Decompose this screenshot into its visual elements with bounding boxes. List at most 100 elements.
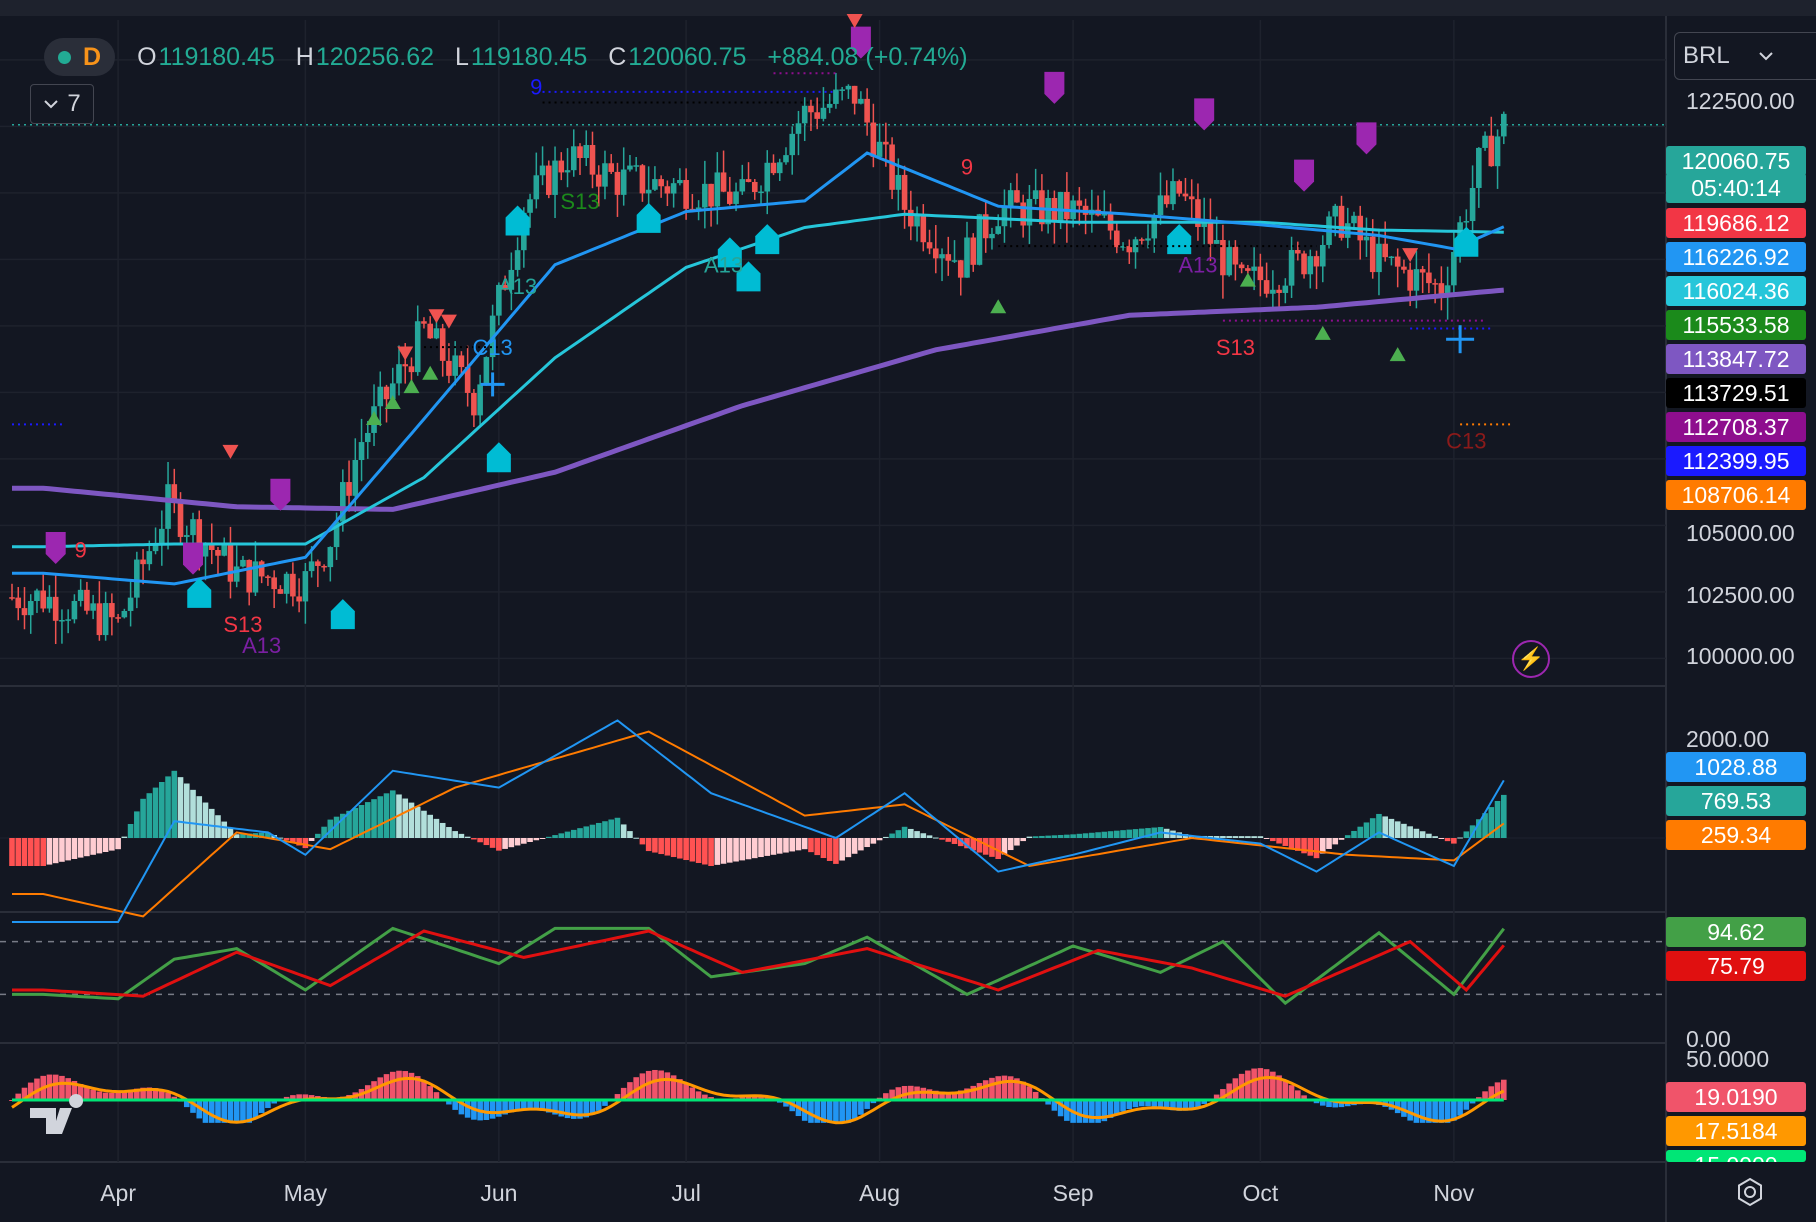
candle-body	[745, 179, 752, 182]
macd-hist-bar	[190, 789, 196, 838]
currency-select[interactable]: BRL	[1674, 32, 1816, 80]
candle-body	[1438, 283, 1445, 298]
candle-body	[227, 543, 234, 582]
macd-hist-bar	[839, 838, 845, 861]
macd-hist-bar	[883, 836, 889, 838]
price-value-tag: 05:40:14	[1666, 173, 1806, 203]
candle-body	[177, 499, 184, 537]
candle-body	[602, 163, 608, 187]
candle-body	[71, 600, 78, 620]
candle-body	[1276, 289, 1282, 293]
osc-hist-bar	[670, 1075, 677, 1100]
buy-triangle	[384, 395, 401, 410]
osc-hist-bar	[1482, 1091, 1488, 1100]
macd-hist-bar	[496, 838, 502, 851]
macd-hist-bar	[471, 838, 477, 840]
osc-hist-bar	[1488, 1086, 1495, 1100]
candle-body	[558, 160, 565, 173]
osc-hist-bar	[1188, 1100, 1195, 1110]
macd-hist-bar	[1251, 836, 1257, 838]
osc-hist-bar	[208, 1100, 215, 1123]
osc-hist-bar	[90, 1089, 96, 1100]
candle-body	[421, 321, 427, 324]
macd-hist-bar	[833, 838, 839, 864]
osc-hist-bar	[134, 1088, 140, 1100]
macd-hist-bar	[851, 838, 858, 854]
macd-hist-bar	[758, 838, 764, 858]
macd-hist-bar	[283, 838, 290, 841]
osc-hist-bar	[658, 1070, 664, 1100]
lightning-icon[interactable]: ⚡	[1512, 640, 1550, 678]
candle-body	[321, 565, 327, 568]
osc-hist-bar	[1195, 1100, 1201, 1108]
osc-signal-line	[11, 1075, 1505, 1125]
macd-hist-bar	[59, 838, 65, 862]
candle-body	[926, 242, 933, 249]
candle-body	[183, 535, 190, 537]
osc-hist-bar	[982, 1080, 989, 1100]
osc-hist-bar	[808, 1100, 814, 1123]
candle-body	[1182, 193, 1189, 197]
purple-flag-marker	[1356, 122, 1377, 155]
candle-body	[589, 144, 596, 175]
candle-body	[658, 179, 664, 187]
candle-body	[1301, 253, 1307, 275]
macd-hist-bar	[1369, 818, 1376, 838]
candle-body	[708, 183, 714, 207]
macd-hist-bar	[177, 777, 184, 838]
price-value-tag: 115533.58	[1666, 310, 1806, 340]
macd-hist-bar	[1319, 838, 1326, 854]
osc-hist-bar	[109, 1092, 115, 1100]
cyan-arrow-marker	[1167, 224, 1192, 255]
osc-hist-bar	[77, 1084, 84, 1100]
macd-hist-bar	[34, 838, 40, 866]
macd-hist-bar	[645, 838, 652, 852]
macd-hist-bar	[439, 822, 446, 838]
candle-body	[202, 544, 209, 557]
osc-hist-bar	[758, 1096, 764, 1100]
candle-body	[1057, 191, 1064, 222]
candle-body	[1251, 266, 1257, 271]
macd-hist-bar	[783, 838, 789, 853]
osc-hist-bar	[489, 1100, 496, 1119]
symbol-status-pill[interactable]: D	[44, 38, 116, 76]
macd-hist-bar	[627, 831, 633, 838]
osc-hist-bar	[514, 1100, 521, 1111]
month-label: May	[283, 1180, 328, 1206]
settings-gear-icon[interactable]	[1734, 1176, 1766, 1208]
candle-body	[1270, 289, 1276, 294]
macd-hist-bar	[639, 838, 646, 845]
macd-hist-bar	[1413, 828, 1420, 838]
macd-hist-bar	[514, 838, 521, 846]
macd-hist-bar	[9, 838, 15, 866]
candle-body	[1401, 266, 1407, 270]
osc-hist-bar	[1438, 1100, 1445, 1123]
candle-body	[364, 432, 371, 443]
osc-hist-bar	[970, 1085, 977, 1100]
macd-hist-bar	[183, 783, 190, 838]
candle-body	[1126, 246, 1133, 253]
osc-hist-bar	[1201, 1100, 1207, 1104]
macd-hist-bar	[658, 838, 664, 855]
indicators-collapse-button[interactable]: 7	[30, 84, 94, 124]
macd-hist-bar	[1282, 838, 1289, 846]
osc-hist-bar	[1138, 1100, 1145, 1107]
osc-hist-bar	[1113, 1100, 1120, 1115]
macd-hist-bar	[508, 838, 515, 848]
candle-body	[583, 144, 590, 159]
macd-hist-bar	[1057, 834, 1064, 838]
osc-hist-bar	[814, 1100, 820, 1123]
macd-hist-bar	[458, 833, 465, 838]
candle-body	[908, 209, 914, 227]
candle-body	[539, 165, 546, 176]
osc-hist-bar	[1451, 1100, 1457, 1121]
macd-hist-bar	[964, 838, 970, 849]
osc-hist-bar	[558, 1100, 565, 1117]
osc-hist-bar	[858, 1100, 864, 1115]
macd-hist-bar	[1407, 826, 1413, 838]
osc-hist-bar	[1020, 1081, 1026, 1100]
osc-hist-bar	[1014, 1078, 1020, 1100]
candle-body	[77, 589, 84, 601]
